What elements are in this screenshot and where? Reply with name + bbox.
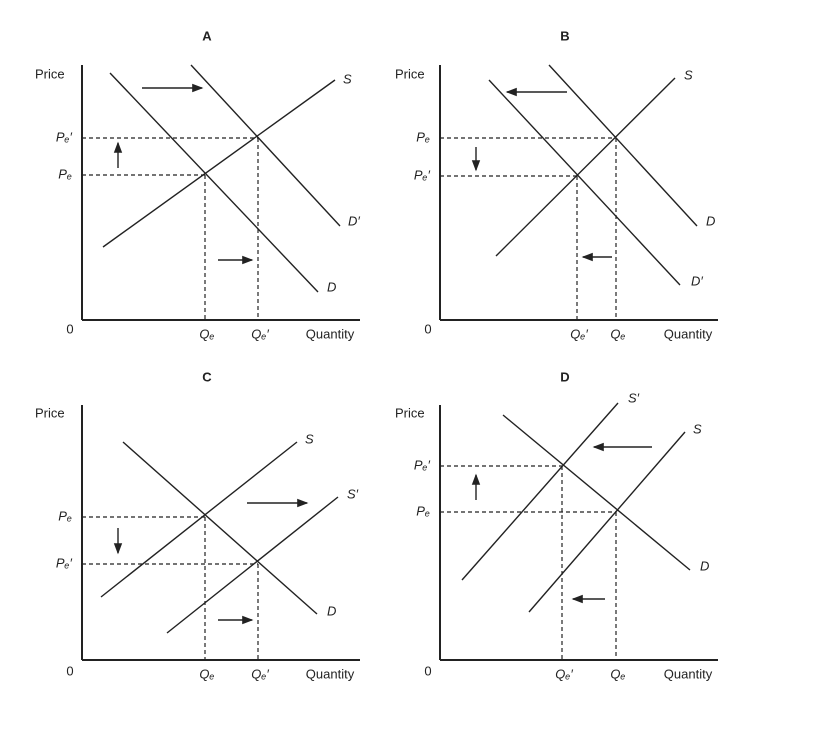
curve-label: D′ xyxy=(691,273,703,288)
y-axis-label: Price xyxy=(395,405,425,420)
curve-label: S xyxy=(343,71,352,86)
curve xyxy=(109,72,319,293)
origin-label: 0 xyxy=(424,321,431,336)
curve xyxy=(488,79,681,286)
curve-label: D′ xyxy=(348,213,360,228)
curve xyxy=(528,431,686,613)
panel-title: D xyxy=(560,369,569,384)
curve-label: S′ xyxy=(628,390,640,405)
curve-label: D xyxy=(327,279,336,294)
quantity-label: Qₑ′ xyxy=(555,666,573,681)
x-axis-label: Quantity xyxy=(664,326,713,341)
curve-label: S xyxy=(684,67,693,82)
price-label: Pₑ′ xyxy=(414,167,431,182)
curve xyxy=(502,414,691,571)
price-label: Pₑ xyxy=(416,503,430,518)
price-label: Pₑ′ xyxy=(56,555,73,570)
curve xyxy=(495,77,676,257)
panel-title: B xyxy=(560,28,569,43)
quantity-label: Qₑ xyxy=(199,666,214,681)
curve-label: S xyxy=(305,431,314,446)
x-axis-label: Quantity xyxy=(664,666,713,681)
curve xyxy=(102,79,336,248)
price-label: Pₑ xyxy=(58,508,72,523)
quantity-label: Qₑ′ xyxy=(251,326,269,341)
curve-label: D xyxy=(700,558,709,573)
price-label: Pₑ′ xyxy=(56,129,73,144)
x-axis-label: Quantity xyxy=(306,326,355,341)
curve xyxy=(122,441,318,615)
price-label: Pₑ xyxy=(416,129,430,144)
quantity-label: Qₑ′ xyxy=(570,326,588,341)
x-axis-label: Quantity xyxy=(306,666,355,681)
origin-label: 0 xyxy=(424,663,431,678)
curve xyxy=(166,496,339,634)
y-axis-label: Price xyxy=(35,405,65,420)
quantity-label: Qₑ xyxy=(199,326,214,341)
price-label: Pₑ xyxy=(58,166,72,181)
y-axis-label: Price xyxy=(35,66,65,81)
quantity-label: Qₑ xyxy=(610,326,625,341)
quantity-label: Qₑ′ xyxy=(251,666,269,681)
origin-label: 0 xyxy=(66,321,73,336)
curve-label: D xyxy=(706,213,715,228)
curve xyxy=(461,402,619,581)
panel-title: C xyxy=(202,369,212,384)
price-label: Pₑ′ xyxy=(414,457,431,472)
curve-label: D xyxy=(327,603,336,618)
curve-label: S′ xyxy=(347,486,359,501)
panel-title: A xyxy=(202,28,212,43)
curve xyxy=(548,64,698,227)
curve xyxy=(100,441,298,598)
origin-label: 0 xyxy=(66,663,73,678)
curve xyxy=(190,64,341,227)
quantity-label: Qₑ xyxy=(610,666,625,681)
curve-label: S xyxy=(693,421,702,436)
y-axis-label: Price xyxy=(395,66,425,81)
